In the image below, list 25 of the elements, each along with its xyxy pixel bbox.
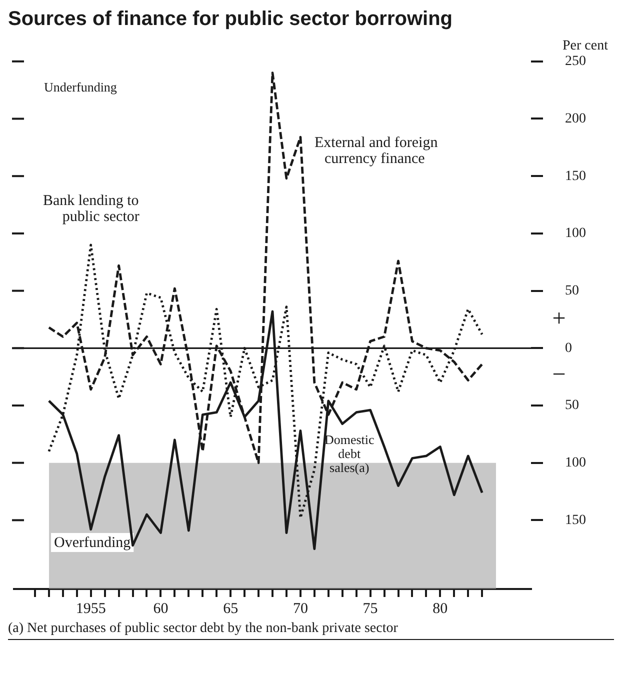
x-tick-label: 65 — [223, 600, 238, 617]
x-tick-label: 70 — [292, 600, 308, 617]
y-tick-label: 250 — [565, 54, 586, 70]
series-label: Domestic debt sales(a) — [324, 432, 375, 475]
text: − — [552, 362, 566, 388]
y-tick-label: 50 — [565, 283, 579, 298]
x-tick-label: 1955 — [76, 600, 106, 617]
y-tick-label: 100 — [565, 226, 586, 242]
y-tick-label: 150 — [565, 168, 586, 184]
x-tick-label: 60 — [153, 600, 168, 617]
y-tick-label: 0 — [565, 340, 572, 356]
y-tick-label: 100 — [565, 456, 586, 471]
y-tick-label: 150 — [565, 512, 586, 528]
chart-title: Sources of finance for public sector borrowing — [8, 8, 454, 31]
text: (a) Net purchases of public sector debt by the non-bank private sector — [8, 621, 614, 640]
text: + — [552, 306, 566, 332]
y-axis-title: Per cent — [562, 38, 608, 54]
x-tick-label: 75 — [362, 600, 378, 617]
annotation: Underfunding — [44, 79, 118, 94]
x-tick-label: 80 — [432, 600, 448, 617]
band-label: Overfunding — [54, 535, 132, 551]
y-tick-label: 200 — [565, 111, 586, 126]
series-label: External and foreign currency finance — [314, 135, 438, 168]
text: Bank lending to public sector — [42, 192, 140, 225]
y-tick-label: 50 — [565, 398, 579, 414]
